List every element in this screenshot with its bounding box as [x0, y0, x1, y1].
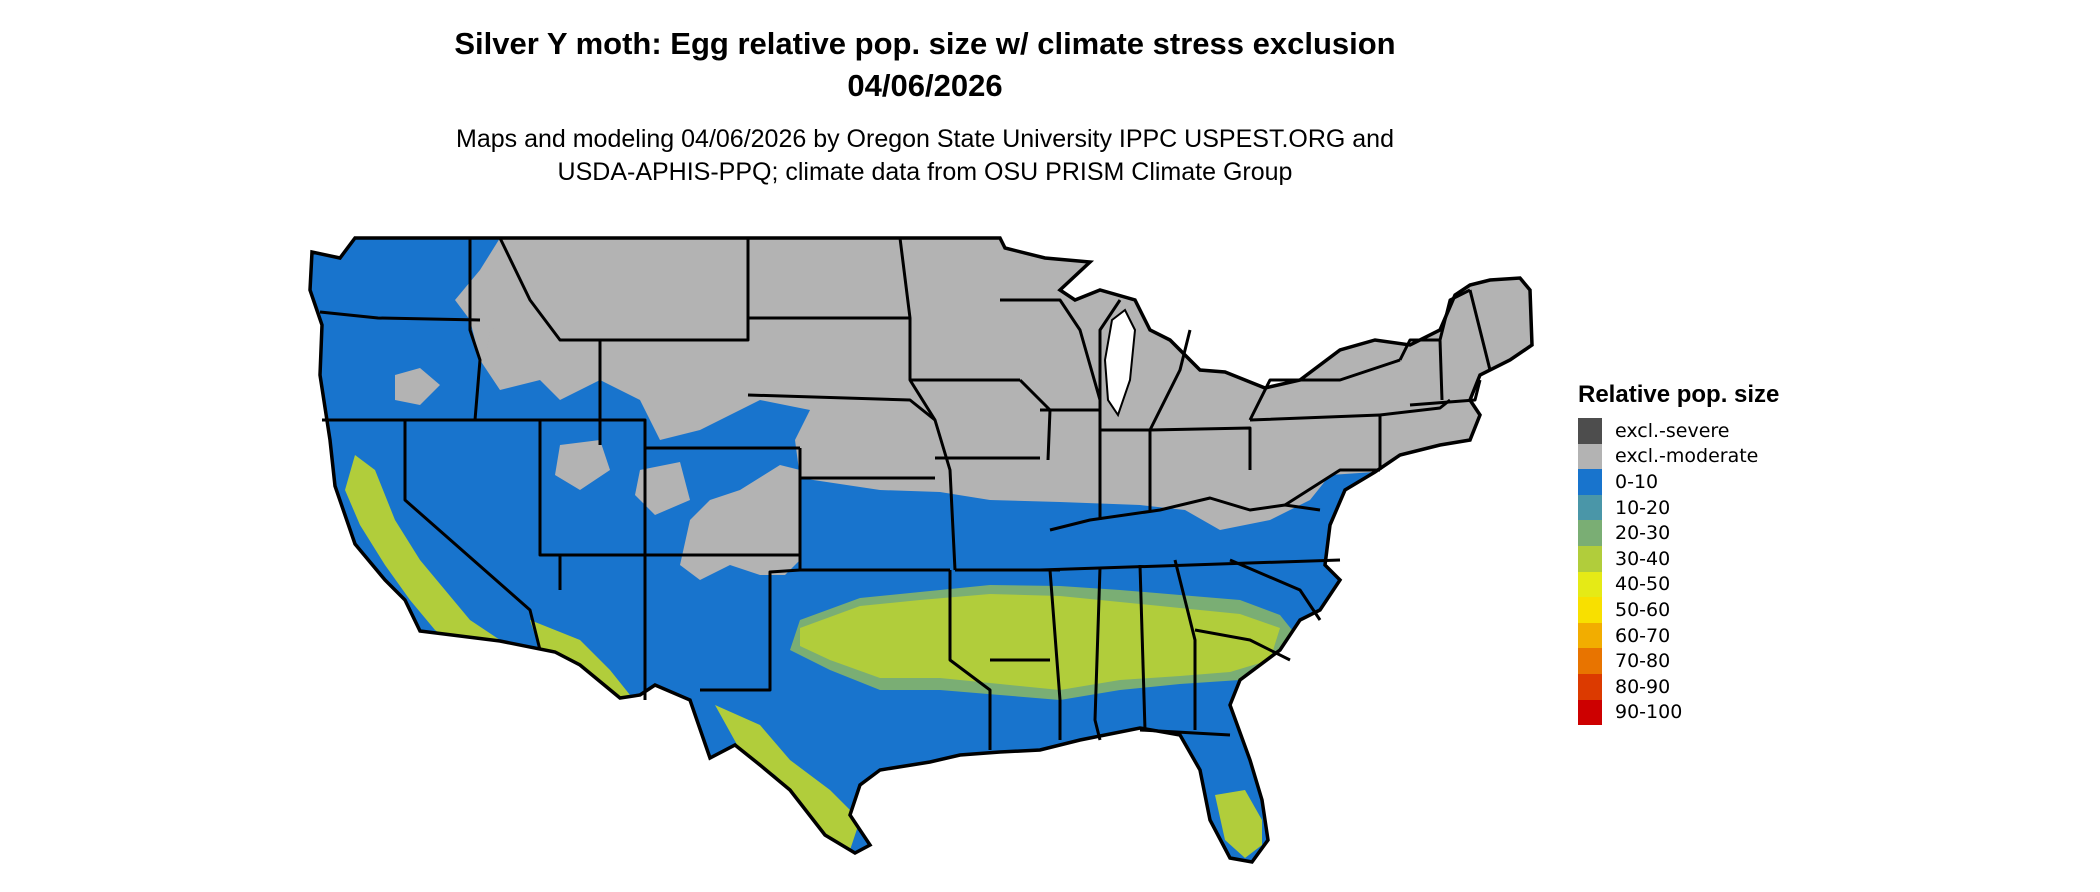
legend-items: excl.-severe excl.-moderate 0-10 10-20 20-30… — [1578, 418, 1779, 726]
legend-label: 40-50 — [1615, 573, 1671, 596]
legend-label: 20-30 — [1615, 522, 1671, 545]
map-date: 04/06/2026 — [847, 68, 1003, 103]
legend-item: 40-50 — [1578, 571, 1779, 598]
legend-label: 60-70 — [1615, 624, 1671, 647]
legend-item: 30-40 — [1578, 545, 1779, 572]
legend-label: 10-20 — [1615, 496, 1671, 519]
legend-item: 0-10 — [1578, 469, 1779, 495]
legend-label: 50-60 — [1615, 598, 1671, 621]
legend-swatch — [1578, 597, 1602, 623]
legend-item: 70-80 — [1578, 648, 1779, 674]
legend-label: 30-40 — [1615, 547, 1671, 570]
legend-item: excl.-moderate — [1578, 443, 1779, 470]
map-zone-30-40-california — [345, 455, 520, 660]
lake-michigan — [1103, 308, 1137, 418]
map-zone-excluded-west-3 — [395, 368, 440, 405]
legend-item: 50-60 — [1578, 597, 1779, 623]
legend-swatch — [1578, 673, 1602, 700]
legend-title: Relative pop. size — [1578, 381, 1780, 408]
legend-swatch — [1578, 520, 1602, 546]
legend-swatch — [1578, 699, 1602, 726]
legend-item: excl.-severe — [1578, 418, 1779, 444]
legend-item: 90-100 — [1578, 699, 1779, 726]
us-map — [308, 236, 1534, 864]
legend-item: 60-70 — [1578, 622, 1779, 649]
legend-swatch — [1578, 622, 1602, 649]
legend-label: 0-10 — [1615, 470, 1659, 493]
legend-label: 90-100 — [1615, 701, 1683, 724]
legend-item: 80-90 — [1578, 673, 1779, 700]
legend-swatch — [1578, 648, 1602, 674]
map-zone-excluded-west-4 — [555, 440, 610, 490]
legend-item: 20-30 — [1578, 520, 1779, 546]
map-subtitle-line1: Maps and modeling 04/06/2026 by Oregon S… — [456, 125, 1394, 153]
legend-label: 80-90 — [1615, 675, 1671, 698]
legend-swatch — [1578, 469, 1602, 495]
legend-label: excl.-moderate — [1615, 445, 1759, 468]
map-zone-excluded-west-1 — [680, 465, 800, 580]
legend-swatch — [1578, 494, 1602, 521]
map-zone-excluded-west-2 — [485, 320, 540, 385]
legend: Relative pop. size excl.-severe excl.-mod… — [1578, 380, 1780, 726]
map-zone-30-40-texas — [715, 705, 860, 850]
legend-swatch — [1578, 418, 1602, 444]
legend-item: 10-20 — [1578, 494, 1779, 521]
state-boundaries — [319, 236, 1492, 750]
map-title: Silver Y moth: Egg relative pop. size w/… — [454, 26, 1396, 61]
map-zone-30-40-florida — [1215, 790, 1262, 858]
map-zone-excluded-west-5 — [635, 462, 690, 515]
legend-swatch — [1578, 545, 1602, 572]
legend-label: 70-80 — [1615, 650, 1671, 673]
map-subtitle-line2: USDA-APHIS-PPQ; climate data from OSU PR… — [557, 158, 1293, 186]
legend-swatch — [1578, 443, 1602, 470]
legend-swatch — [1578, 571, 1602, 598]
map-zone-30-40-band — [800, 594, 1280, 690]
map-zone-30-40-arizona — [530, 620, 630, 700]
legend-label: excl.-severe — [1615, 419, 1730, 442]
